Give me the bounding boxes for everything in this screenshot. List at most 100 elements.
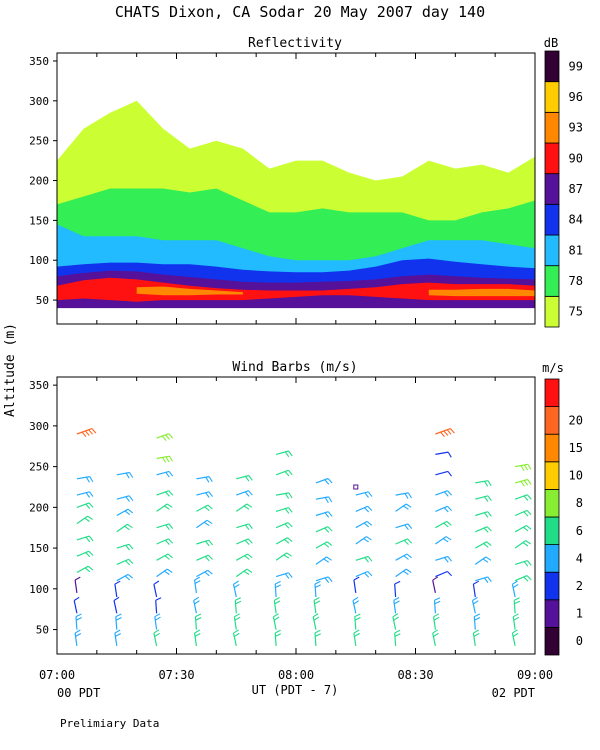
wind-colorbar-swatch bbox=[544, 488, 560, 518]
wind-barb-feather bbox=[520, 465, 525, 471]
wind-barb-feather bbox=[161, 435, 167, 441]
wind-barb-feather bbox=[525, 540, 532, 545]
wind-barb bbox=[435, 570, 448, 578]
wind-barb bbox=[116, 523, 128, 533]
wind-barb-feather bbox=[443, 507, 449, 513]
wind-barb-feather bbox=[523, 511, 529, 517]
wind-barb-feather bbox=[326, 541, 333, 547]
wind-barb-feather bbox=[487, 511, 492, 517]
wind-barb-feather bbox=[244, 539, 250, 545]
wind-barb-feather bbox=[194, 633, 201, 637]
wind-colorbar-swatch bbox=[544, 378, 560, 408]
wind-barb-feather bbox=[275, 584, 282, 588]
wind-barb-feather bbox=[473, 580, 479, 585]
wind-barb bbox=[514, 524, 527, 533]
wind-barb-feather bbox=[74, 629, 81, 634]
wind-barb-feather bbox=[327, 511, 333, 517]
wind-barb-feather bbox=[166, 503, 173, 508]
wind-barb-feather bbox=[392, 613, 399, 618]
wind-barb bbox=[514, 540, 527, 549]
wind-barb bbox=[355, 520, 368, 529]
wind-barb bbox=[116, 573, 129, 582]
wind-barb bbox=[196, 539, 209, 545]
wind-barb-feather bbox=[406, 553, 412, 559]
wind-barb-feather bbox=[194, 580, 201, 584]
wind-barb-feather bbox=[89, 476, 94, 482]
wind-barb-feather bbox=[88, 535, 94, 542]
wind-barb-feather bbox=[404, 493, 409, 499]
wind-barb bbox=[156, 553, 169, 561]
wind-colorbar-swatch bbox=[544, 516, 560, 546]
wind-barb bbox=[435, 520, 448, 529]
wind-barb-feather bbox=[244, 491, 250, 497]
wind-barb-feather bbox=[88, 550, 94, 556]
wind-barb-feather bbox=[443, 491, 449, 497]
reflectivity-x-ticks bbox=[56, 53, 536, 324]
wind-barb-feather bbox=[473, 629, 479, 634]
wind-barb bbox=[395, 568, 407, 578]
wind-barb-feather bbox=[433, 613, 440, 618]
wind-barb-feather bbox=[324, 527, 330, 533]
wind-barb-feather bbox=[315, 584, 321, 588]
wind-barb-feather bbox=[484, 481, 489, 487]
wind-barb-feather bbox=[204, 571, 210, 577]
wind-barb-feather bbox=[513, 613, 519, 618]
wind-barb bbox=[355, 491, 369, 496]
wind-barb-feather bbox=[327, 576, 333, 582]
wind-barb-feather bbox=[432, 629, 439, 634]
wind-barb bbox=[76, 535, 90, 541]
wind-barb-feather bbox=[405, 503, 412, 508]
reflectivity-y-axis: 50 100 150 200 250 300 350 bbox=[29, 55, 57, 307]
wind-barb-feather bbox=[205, 492, 210, 498]
wind-barb bbox=[275, 492, 290, 496]
wind-barb-feather bbox=[115, 617, 122, 621]
wind-barb bbox=[274, 632, 277, 646]
wind-barb-feather bbox=[208, 539, 214, 546]
x-sub-left-label: 00 PDT bbox=[57, 686, 100, 700]
wind-barb-feather bbox=[246, 568, 253, 573]
wind-barb-feather bbox=[512, 632, 519, 638]
wind-barb bbox=[232, 584, 237, 598]
wind-barb-feather bbox=[526, 494, 532, 500]
wind-barb-feather bbox=[248, 475, 253, 481]
wind-colorbar-label: 1 bbox=[576, 607, 583, 621]
wind-barb-feather bbox=[447, 490, 453, 496]
wind-barb-feather bbox=[248, 490, 253, 496]
wind-barb-feather bbox=[314, 580, 321, 585]
wind-barb-feather bbox=[85, 492, 91, 498]
wind-barb bbox=[76, 515, 88, 525]
wind-barb bbox=[471, 600, 476, 614]
wind-barb-feather bbox=[404, 524, 409, 531]
wind-barb bbox=[315, 576, 329, 582]
wind-barb-feather bbox=[235, 597, 242, 601]
wind-barb-feather bbox=[474, 617, 481, 621]
wind-barb-feather bbox=[447, 505, 452, 511]
wind-barb-feather bbox=[195, 613, 202, 618]
wind-barb-feather bbox=[512, 583, 519, 589]
wind-barb bbox=[153, 632, 158, 647]
wind-barb bbox=[394, 632, 397, 646]
reflectivity-colorbar-label: 87 bbox=[569, 182, 583, 196]
wind-barb-feather bbox=[526, 575, 532, 581]
wind-barb-feather bbox=[526, 525, 532, 530]
wind-barb-feather bbox=[153, 629, 160, 634]
wind-barb-feather bbox=[85, 476, 90, 483]
reflectivity-colorbar-swatch bbox=[544, 265, 560, 297]
wind-barb-feather bbox=[440, 431, 445, 438]
wind-barb-feather bbox=[314, 600, 321, 605]
wind-barb-feather bbox=[85, 503, 91, 509]
wind-barb-feather bbox=[354, 613, 361, 618]
reflectivity-colorbar-swatch bbox=[544, 203, 560, 236]
wind-barb bbox=[435, 555, 448, 561]
wind-barb-feather bbox=[483, 512, 489, 518]
reflectivity-colorbar: 75 78 81 84 87 90 93 96 99 bbox=[544, 50, 583, 328]
wind-barb-feather bbox=[166, 568, 173, 573]
wind-barb-feather bbox=[234, 616, 241, 621]
wind-barb-feather bbox=[286, 552, 293, 557]
wind-colorbar-label: 0 bbox=[576, 634, 583, 648]
wind-barb-feather bbox=[487, 495, 492, 502]
wind-barb bbox=[273, 600, 277, 614]
reflectivity-y-tick-label: 250 bbox=[29, 135, 49, 148]
wind-barb bbox=[354, 616, 357, 630]
wind-barb-feather bbox=[434, 600, 441, 605]
